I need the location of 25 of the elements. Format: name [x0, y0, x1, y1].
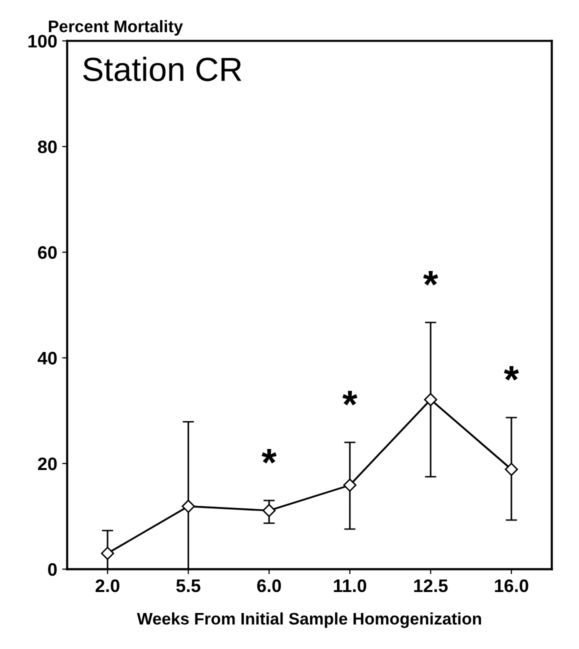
annotation: * — [262, 449, 277, 464]
y-tick-label: 80 — [38, 140, 57, 154]
point — [100, 546, 114, 560]
point — [262, 504, 276, 518]
point — [343, 478, 356, 492]
chart-title: Station CR — [83, 56, 242, 82]
x-tick-label: 2.0 — [96, 579, 120, 592]
y-tick-label: 100 — [28, 34, 57, 48]
annotation: * — [342, 390, 358, 406]
x-tick-label: 16.0 — [494, 579, 528, 592]
x-tick-label: 12.5 — [414, 579, 448, 592]
y-tick-label: 60 — [38, 246, 57, 259]
x-tick-label: 6.0 — [257, 579, 281, 592]
y-tick-label: 40 — [38, 352, 57, 365]
x-axis-title: Weeks From Initial Sample Homogenization — [136, 612, 482, 628]
y-tick-label: 20 — [38, 457, 57, 470]
point — [182, 500, 195, 513]
y-tick-label: 0 — [48, 563, 57, 576]
x-tick-label: 11.0 — [334, 579, 366, 592]
point — [504, 462, 518, 476]
annotation: * — [423, 270, 438, 286]
x-tick-label: 5.5 — [176, 580, 200, 592]
y-axis-title: Percent Mortality — [48, 20, 183, 36]
annotation: * — [504, 366, 519, 381]
point — [424, 393, 438, 406]
